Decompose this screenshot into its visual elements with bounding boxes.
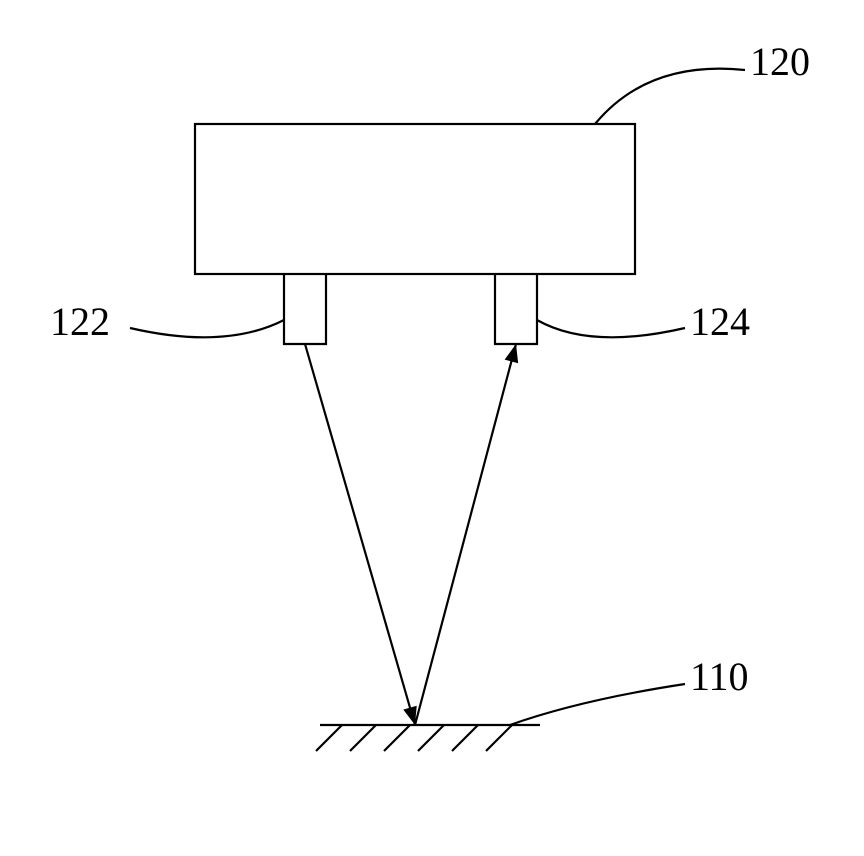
- arrow-head: [505, 344, 519, 363]
- label-120: 120: [750, 39, 810, 84]
- ground-hatch: [418, 725, 444, 751]
- leader-122: [130, 320, 284, 337]
- ground-hatch: [452, 725, 478, 751]
- block-122: [284, 274, 326, 344]
- label-122: 122: [50, 299, 110, 344]
- leader-124: [537, 320, 685, 337]
- leader-110: [510, 684, 685, 725]
- box-120: [195, 124, 635, 274]
- block-124: [495, 274, 537, 344]
- ground-hatch: [486, 725, 512, 751]
- label-124: 124: [690, 299, 750, 344]
- patent-figure: 110 120 122 124: [0, 0, 864, 856]
- ground-hatch: [316, 725, 342, 751]
- ground-hatch: [350, 725, 376, 751]
- beam-up-arrow: [415, 344, 516, 725]
- label-110: 110: [690, 654, 749, 699]
- beam-down-arrow: [305, 344, 415, 725]
- leader-120: [595, 69, 745, 124]
- ground-hatch: [384, 725, 410, 751]
